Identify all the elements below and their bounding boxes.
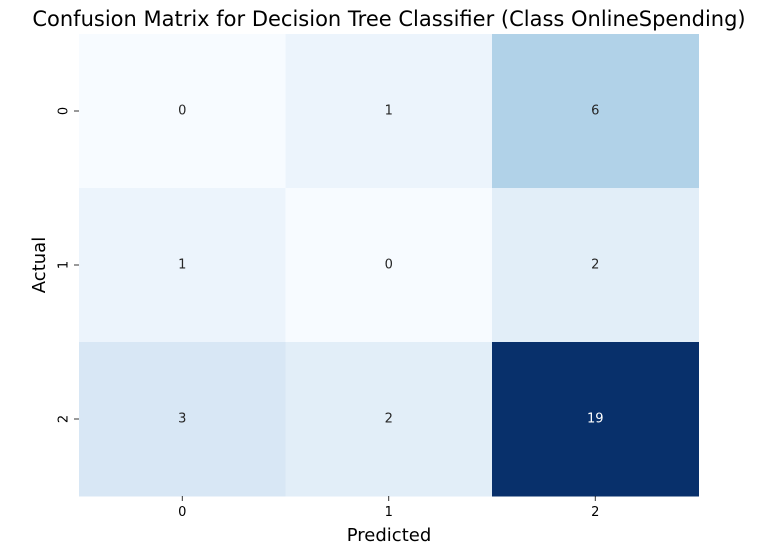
- chart-title: Confusion Matrix for Decision Tree Class…: [32, 7, 745, 31]
- heatmap-cell-r0-c1: [285, 34, 493, 189]
- heatmap-cell-r2-c1: [285, 342, 493, 497]
- x-tick-label-1: 1: [385, 505, 393, 520]
- cell-value-label-r1-c0: 1: [178, 258, 186, 273]
- y-axis-ticks: 0 1 2: [57, 107, 79, 423]
- x-axis-ticks: 0 1 2: [178, 496, 599, 520]
- heatmap-cell-r2-c2: [492, 342, 699, 497]
- heatmap-cells: 0 1 6 1 0 2 3 2 19: [79, 34, 699, 497]
- cell-value-label-r2-c1: 2: [385, 412, 393, 427]
- heatmap-cell-r2-c0: [79, 342, 286, 497]
- cell-value-label-r2-c2: 19: [587, 412, 604, 427]
- cell-value-label-r1-c2: 2: [591, 258, 599, 273]
- y-tick-label-1: 1: [57, 261, 72, 269]
- x-tick-label-2: 2: [591, 505, 599, 520]
- cell-value-label-r2-c0: 3: [178, 412, 186, 427]
- heatmap-cell-r1-c2: [492, 188, 699, 343]
- cell-value-label-r0-c0: 0: [178, 104, 186, 119]
- cell-value-label-r1-c1: 0: [385, 258, 393, 273]
- cell-value-label-r0-c2: 6: [591, 104, 599, 119]
- x-tick-label-0: 0: [178, 505, 186, 520]
- cell-value-label-r0-c1: 1: [385, 104, 393, 119]
- y-tick-label-0: 0: [57, 107, 72, 115]
- heatmap-cell-r1-c1: [285, 188, 493, 343]
- x-axis-label: Predicted: [347, 525, 432, 546]
- y-tick-label-2: 2: [57, 415, 72, 423]
- heatmap-cell-r0-c2: [492, 34, 699, 189]
- heatmap-cell-r1-c0: [79, 188, 286, 343]
- heatmap-cell-r0-c0: [79, 34, 286, 189]
- y-axis-label: Actual: [29, 237, 50, 293]
